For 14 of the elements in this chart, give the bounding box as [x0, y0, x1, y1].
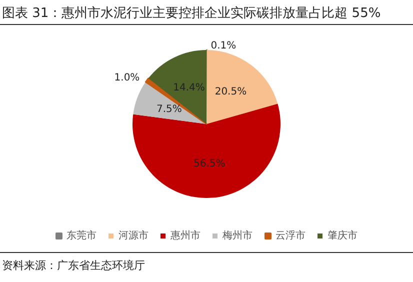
text: 资料来源：广东省生态环境厅 [2, 258, 145, 273]
data-label: 1.0% [114, 72, 140, 84]
legend-label: 东莞市 [66, 230, 96, 242]
data-label: 7.5% [156, 104, 182, 116]
data-label: 20.5% [214, 86, 247, 98]
data-label: 56.5% [193, 158, 226, 170]
legend-label: 梅州市 [222, 230, 252, 242]
data-label: 14.4% [173, 82, 205, 94]
legend-label: 肇庆市 [328, 230, 358, 242]
legend-label: 惠州市 [170, 230, 200, 242]
chart-title: 图表 31：惠州市水泥行业主要控排企业实际碳排放量占比超 55% [2, 5, 381, 22]
legend-label: 河源市 [118, 230, 148, 242]
legend-label: 云浮市 [276, 230, 306, 242]
data-label: 0.1% [210, 40, 236, 52]
